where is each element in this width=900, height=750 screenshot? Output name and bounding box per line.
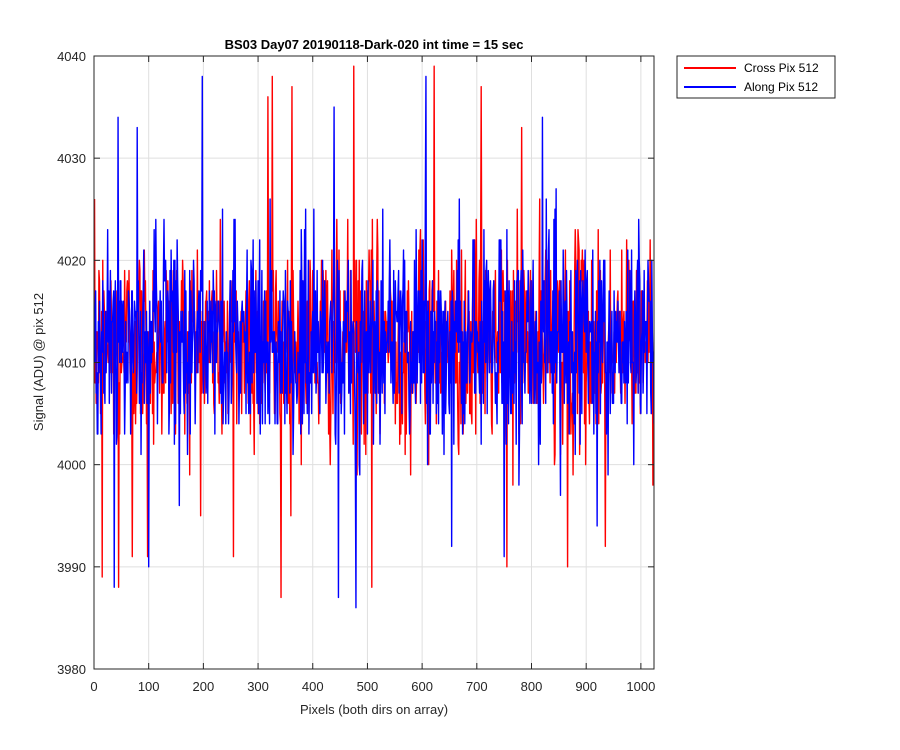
y-tick-label: 4000 — [57, 458, 86, 473]
y-tick-label: 4010 — [57, 356, 86, 371]
x-tick-label: 800 — [521, 679, 543, 694]
chart-title: BS03 Day07 20190118-Dark-020 int time = … — [225, 37, 524, 52]
x-tick-label: 400 — [302, 679, 324, 694]
legend-label-along: Along Pix 512 — [744, 80, 818, 94]
x-tick-label: 900 — [575, 679, 597, 694]
y-tick-label: 4040 — [57, 49, 86, 64]
x-tick-label: 100 — [138, 679, 160, 694]
legend: Cross Pix 512 Along Pix 512 — [676, 55, 836, 99]
legend-box — [676, 55, 836, 99]
x-tick-label: 500 — [357, 679, 379, 694]
x-tick-label: 1000 — [626, 679, 655, 694]
x-tick-label: 700 — [466, 679, 488, 694]
series-layer — [94, 65, 654, 609]
x-axis-label: Pixels (both dirs on array) — [300, 702, 448, 717]
legend-label-cross: Cross Pix 512 — [744, 61, 819, 75]
y-tick-label: 4030 — [57, 151, 86, 166]
x-tick-label: 600 — [411, 679, 433, 694]
axis-ticks: 0 100 200 300 400 500 600 700 800 900 1000 3980 3990… — [57, 49, 655, 694]
y-tick-label: 3990 — [57, 560, 86, 575]
y-tick-label: 4020 — [57, 253, 86, 268]
y-tick-label: 3980 — [57, 662, 86, 677]
series-line-1 — [94, 75, 654, 609]
x-tick-label: 300 — [247, 679, 269, 694]
x-tick-label: 200 — [193, 679, 215, 694]
y-axis-label: Signal (ADU) @ pix 512 — [31, 293, 46, 431]
x-tick-label: 0 — [90, 679, 97, 694]
